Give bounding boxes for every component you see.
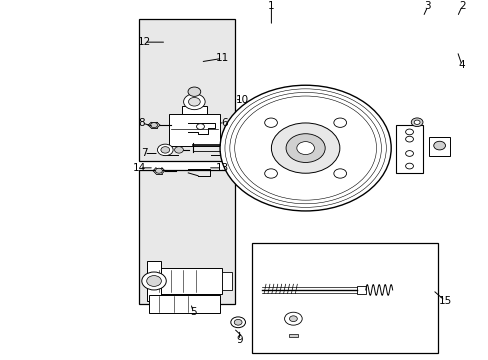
Bar [146,261,161,301]
Circle shape [271,123,339,173]
Text: 4: 4 [458,60,465,71]
Circle shape [405,163,412,169]
Bar [146,269,222,293]
Text: 12: 12 [137,37,151,47]
Text: 14: 14 [132,163,146,173]
Circle shape [289,316,297,321]
Circle shape [264,169,277,178]
Bar [222,272,232,290]
Bar [139,19,234,161]
Circle shape [146,276,161,286]
Bar [395,125,422,173]
Circle shape [405,150,412,156]
Text: 2: 2 [458,1,465,11]
Circle shape [333,118,346,127]
Circle shape [157,144,173,156]
Bar [251,243,437,353]
Circle shape [150,123,157,128]
Circle shape [264,118,277,127]
Text: 1: 1 [267,1,274,11]
Circle shape [187,87,201,96]
Text: 15: 15 [437,296,451,306]
Circle shape [161,147,169,153]
Circle shape [188,98,200,106]
Circle shape [174,147,183,153]
Circle shape [183,94,205,110]
Text: 5: 5 [189,306,196,316]
Text: 3: 3 [424,1,430,11]
Circle shape [142,272,166,290]
Text: 6: 6 [221,118,228,128]
Circle shape [405,136,412,142]
Circle shape [285,134,325,162]
Circle shape [234,319,242,325]
Bar [356,285,365,294]
Text: 7: 7 [141,148,147,158]
Bar [168,114,220,146]
Circle shape [220,85,390,211]
Text: 8: 8 [138,118,145,128]
Circle shape [230,317,245,328]
Text: 13: 13 [215,163,229,173]
Bar [149,295,220,313]
Text: 11: 11 [215,53,229,63]
Bar [288,334,298,337]
Circle shape [433,141,445,150]
Circle shape [410,118,422,127]
Bar [428,137,449,156]
Circle shape [413,120,419,125]
Text: 10: 10 [235,95,248,105]
Circle shape [296,141,314,154]
Circle shape [405,129,412,135]
Circle shape [155,168,162,173]
Circle shape [196,124,204,130]
Bar [139,170,234,304]
Bar [181,106,207,114]
Text: 9: 9 [236,335,243,345]
Circle shape [284,312,302,325]
Circle shape [333,169,346,178]
